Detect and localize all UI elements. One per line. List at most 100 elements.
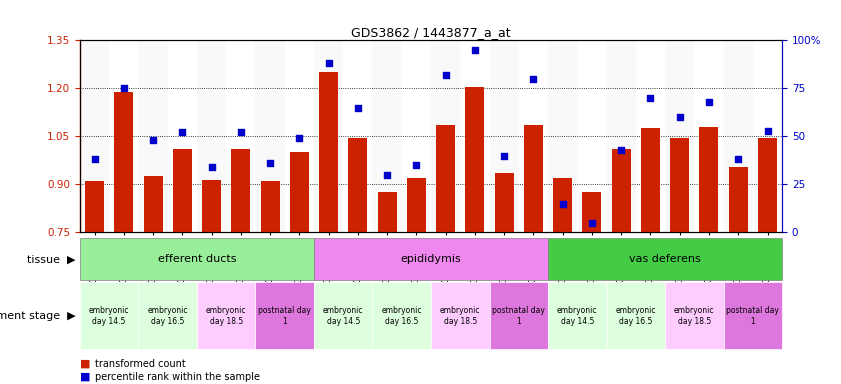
Bar (314, 40, 343, 232)
Point (643, 95, 657, 101)
Bar (80, 40, 109, 232)
Point (263, 160, 277, 166)
Bar (378, 192, 397, 232)
Text: postnatal day
1: postnatal day 1 (492, 306, 545, 326)
Bar (548, 282, 606, 349)
Text: embryonic
day 16.5: embryonic day 16.5 (382, 306, 422, 326)
Text: ■: ■ (80, 372, 90, 382)
Bar (172, 149, 192, 232)
Bar (465, 87, 484, 232)
Bar (665, 282, 723, 349)
Text: embryonic
day 14.5: embryonic day 14.5 (557, 306, 598, 326)
Text: postnatal day
1: postnatal day 1 (727, 306, 780, 326)
Bar (139, 282, 197, 349)
Bar (256, 40, 285, 232)
Point (526, 76, 540, 82)
Bar (583, 192, 601, 232)
Bar (290, 152, 309, 232)
Bar (226, 40, 256, 232)
Point (146, 137, 160, 143)
Bar (231, 149, 251, 232)
Text: embryonic
day 14.5: embryonic day 14.5 (323, 306, 363, 326)
Point (702, 99, 716, 105)
Bar (407, 178, 426, 232)
Text: percentile rank within the sample: percentile rank within the sample (95, 372, 260, 382)
Bar (548, 40, 577, 232)
Bar (80, 238, 314, 280)
Text: embryonic
day 16.5: embryonic day 16.5 (616, 306, 656, 326)
Bar (436, 125, 455, 232)
Bar (524, 125, 543, 232)
Bar (139, 40, 167, 232)
Bar (553, 178, 572, 232)
Bar (606, 282, 665, 349)
Bar (636, 40, 665, 232)
Bar (753, 40, 782, 232)
Bar (314, 282, 373, 349)
Text: transformed count: transformed count (95, 359, 186, 369)
Bar (402, 40, 431, 232)
Bar (114, 91, 133, 232)
Bar (606, 40, 636, 232)
Bar (695, 40, 723, 232)
Point (497, 152, 510, 159)
Bar (577, 40, 606, 232)
Text: embryonic
day 18.5: embryonic day 18.5 (206, 306, 246, 326)
Bar (109, 40, 139, 232)
Bar (489, 282, 548, 349)
Bar (670, 138, 690, 232)
Point (585, 220, 599, 226)
Bar (758, 138, 777, 232)
Point (234, 129, 247, 136)
Text: postnatal day
1: postnatal day 1 (258, 306, 311, 326)
Bar (431, 282, 489, 349)
Bar (343, 40, 373, 232)
Point (117, 85, 130, 91)
Text: embryonic
day 18.5: embryonic day 18.5 (674, 306, 715, 326)
Bar (489, 40, 519, 232)
Bar (548, 238, 782, 280)
Point (615, 147, 628, 153)
Bar (519, 40, 548, 232)
Point (205, 164, 219, 170)
Bar (723, 40, 753, 232)
Title: GDS3862 / 1443877_a_at: GDS3862 / 1443877_a_at (352, 26, 510, 39)
Bar (167, 40, 197, 232)
Text: ■: ■ (80, 359, 90, 369)
Text: embryonic
day 16.5: embryonic day 16.5 (147, 306, 188, 326)
Bar (256, 282, 314, 349)
Bar (202, 180, 221, 232)
Point (439, 72, 452, 78)
Bar (611, 149, 631, 232)
Bar (285, 40, 314, 232)
Bar (495, 173, 514, 232)
Bar (373, 282, 431, 349)
Point (556, 200, 569, 207)
Bar (197, 282, 256, 349)
Bar (723, 282, 782, 349)
Bar (641, 128, 660, 232)
Point (761, 127, 775, 134)
Bar (700, 127, 718, 232)
Point (352, 104, 365, 111)
Bar (314, 238, 548, 280)
Bar (261, 181, 279, 232)
Bar (460, 40, 489, 232)
Text: epididymis: epididymis (400, 254, 462, 264)
Text: embryonic
day 14.5: embryonic day 14.5 (89, 306, 130, 326)
Bar (373, 40, 402, 232)
Bar (729, 167, 748, 232)
Bar (80, 282, 139, 349)
Point (176, 129, 189, 136)
Bar (144, 176, 162, 232)
Point (410, 162, 423, 168)
Point (87, 156, 101, 162)
Point (293, 135, 306, 141)
Point (673, 114, 686, 120)
Bar (85, 181, 104, 232)
Text: tissue  ▶: tissue ▶ (27, 254, 76, 264)
Text: development stage  ▶: development stage ▶ (0, 311, 76, 321)
Point (468, 47, 482, 53)
Text: embryonic
day 18.5: embryonic day 18.5 (440, 306, 480, 326)
Bar (665, 40, 695, 232)
